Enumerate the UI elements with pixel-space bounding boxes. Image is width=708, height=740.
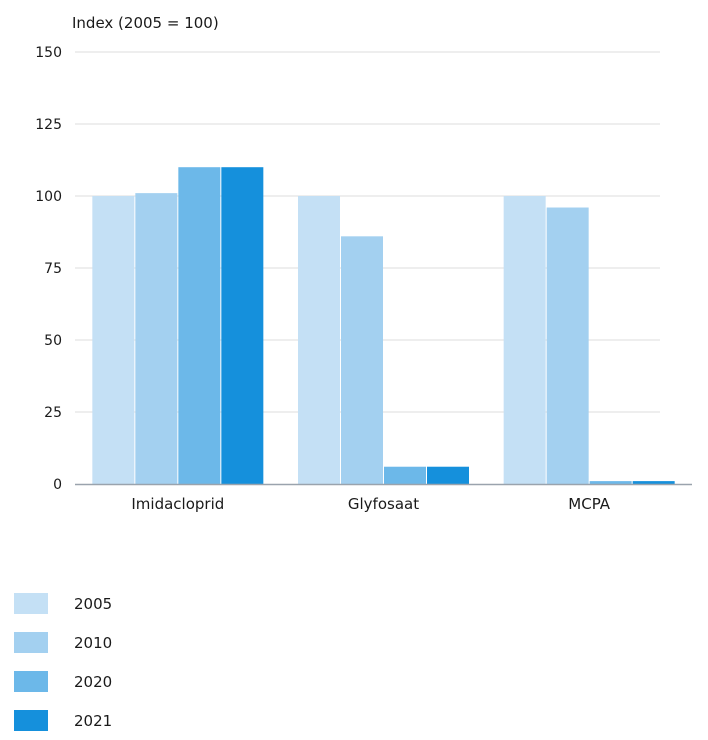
legend-label: 2021: [74, 711, 113, 730]
legend-item: 2005: [14, 584, 112, 623]
chart-plot: 0 25 50 75 100 125 150 Imidacloprid Glyfosaat MCP…: [35, 45, 692, 513]
bar: [589, 481, 632, 484]
legend-label: 2010: [74, 633, 113, 652]
y-tick-label: 150: [35, 45, 62, 61]
legend-swatch: [14, 710, 48, 731]
legend-item: 2010: [14, 623, 112, 662]
legend-label: 2005: [74, 594, 113, 613]
x-tick-label: Glyfosaat: [348, 495, 419, 513]
y-tick-label: 100: [35, 189, 62, 205]
bar: [503, 196, 546, 484]
legend-swatch: [14, 671, 48, 692]
y-tick-label: 125: [35, 117, 62, 133]
bar: [92, 196, 135, 484]
y-tick-label: 0: [53, 477, 62, 493]
legend-item: 2020: [14, 662, 112, 701]
x-tick-label: MCPA: [568, 495, 611, 513]
y-axis-label: Index (2005 = 100): [72, 14, 219, 32]
bar: [427, 466, 469, 484]
legend-label: 2020: [74, 672, 113, 691]
x-tick-label: Imidacloprid: [131, 495, 224, 513]
bar: [632, 481, 675, 484]
y-tick-label: 25: [44, 405, 62, 421]
bar: [298, 196, 340, 484]
legend-swatch: [14, 593, 48, 614]
y-tick-label: 50: [44, 333, 62, 349]
legend: 2005 2010 2020 2021: [14, 584, 112, 740]
bar: [341, 236, 383, 484]
bar: [384, 466, 426, 484]
bar: [546, 207, 589, 484]
y-tick-label: 75: [44, 261, 62, 277]
bar: [135, 193, 178, 484]
bar: [178, 167, 221, 484]
legend-item: 2021: [14, 701, 112, 740]
bar: [221, 167, 264, 484]
legend-swatch: [14, 632, 48, 653]
